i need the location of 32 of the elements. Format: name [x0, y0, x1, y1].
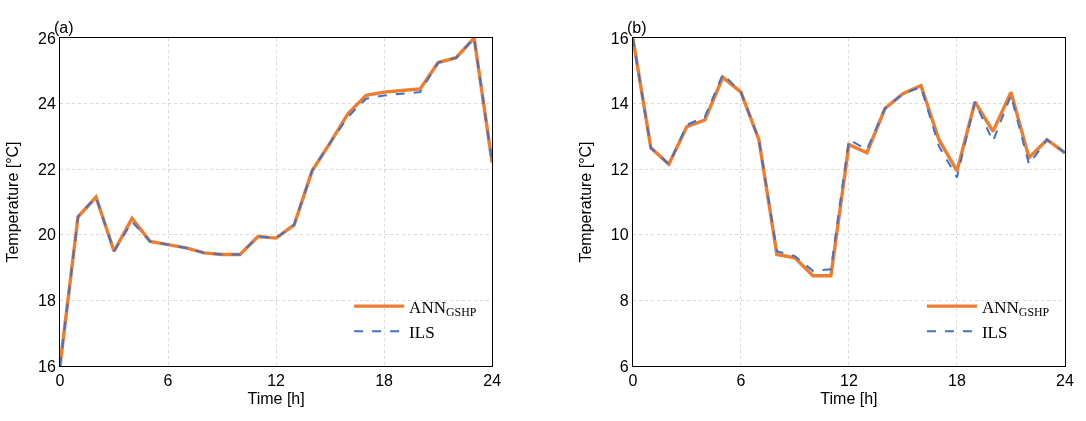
y-tick-label: 24 [38, 95, 56, 113]
x-tick-label: 24 [1056, 372, 1074, 390]
legend-label: ANN$_{GSHP}$ [981, 297, 1050, 320]
y-tick-label: 6 [619, 357, 629, 375]
y-tick-label: 26 [38, 29, 56, 47]
y-tick-label: 16 [38, 357, 56, 375]
y-tick-label: 10 [610, 226, 629, 244]
x-tick-label: 6 [163, 372, 173, 390]
y-tick-label: 20 [38, 226, 56, 244]
y-tick-label: 22 [38, 160, 56, 178]
y-axis-title: Temperature [°C] [3, 141, 21, 263]
chart-title: (a) [54, 19, 74, 36]
x-tick-label: 12 [840, 372, 858, 390]
y-tick-label: 14 [610, 95, 629, 113]
legend-label: ILS [409, 322, 435, 342]
x-tick-label: 0 [55, 372, 65, 390]
x-tick-label: 0 [628, 372, 638, 390]
chart-title: (b) [627, 19, 647, 36]
y-tick-label: 18 [38, 292, 56, 309]
x-tick-label: 18 [375, 372, 394, 390]
x-tick-label: 18 [948, 372, 966, 390]
y-tick-label: 8 [619, 292, 629, 309]
y-tick-label: 16 [610, 29, 629, 47]
y-tick-label: 12 [610, 160, 629, 178]
y-axis-title: Temperature [°C] [576, 141, 594, 263]
legend-label: ANN$_{GSHP}$ [409, 297, 477, 320]
x-tick-label: 6 [736, 372, 746, 390]
x-axis-title: Time [h] [247, 389, 305, 407]
x-axis-title: Time [h] [820, 389, 878, 407]
x-tick-label: 12 [267, 372, 286, 390]
x-tick-label: 24 [483, 372, 502, 390]
legend-label: ILS [981, 322, 1008, 342]
